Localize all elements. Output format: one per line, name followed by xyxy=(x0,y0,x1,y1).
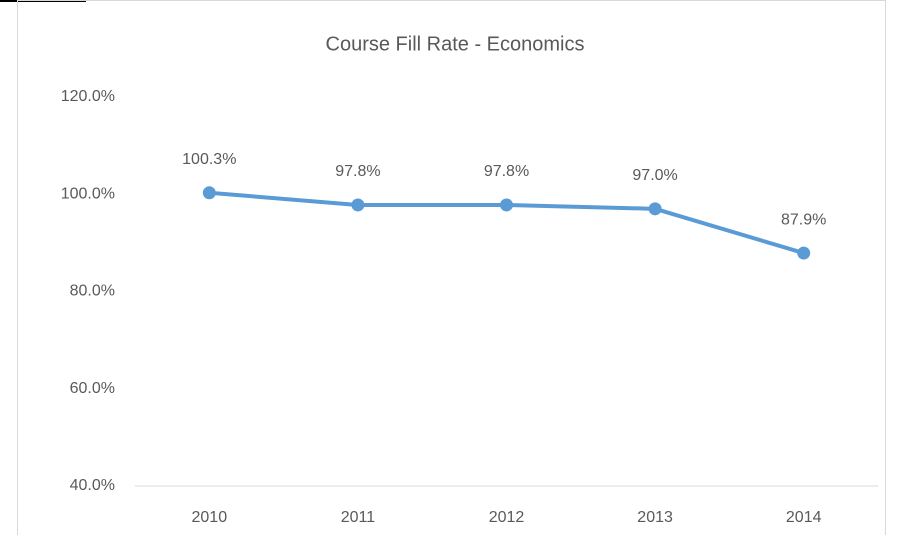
data-label: 97.8% xyxy=(335,163,380,180)
data-label: 87.9% xyxy=(781,211,826,228)
x-tick-label: 2013 xyxy=(637,509,673,526)
marker xyxy=(648,202,662,216)
data-label: 97.0% xyxy=(632,167,677,184)
marker xyxy=(797,246,811,260)
x-tick-label: 2010 xyxy=(192,509,228,526)
y-tick-label: 60.0% xyxy=(70,380,115,397)
x-tick-label: 2014 xyxy=(786,509,822,526)
marker xyxy=(500,198,513,212)
y-tick-label: 120.0% xyxy=(61,88,115,105)
marker xyxy=(351,198,365,212)
y-tick-label: 80.0% xyxy=(70,283,115,300)
y-tick-label: 40.0% xyxy=(70,477,115,494)
x-tick-label: 2011 xyxy=(341,509,376,526)
chart-title: Course Fill Rate - Economics xyxy=(326,33,585,55)
data-label: 100.3% xyxy=(182,151,236,168)
x-tick-label: 2012 xyxy=(489,509,525,526)
y-tick-label: 100.0% xyxy=(61,185,115,202)
data-label: 97.8% xyxy=(484,163,529,180)
marker xyxy=(202,186,216,200)
